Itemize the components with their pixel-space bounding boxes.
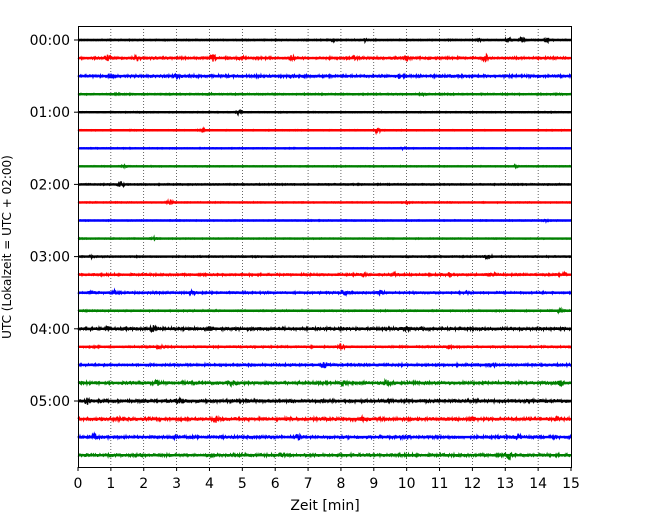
x-tick-label: 15 — [562, 476, 580, 492]
plot-frame — [78, 26, 572, 468]
x-tick-label: 6 — [271, 476, 280, 492]
x-tick-label: 7 — [304, 476, 313, 492]
y-tick-label: 01:00 — [30, 105, 70, 121]
x-tick-label: 13 — [496, 476, 514, 492]
x-tick-label: 9 — [369, 476, 378, 492]
trace-rows — [77, 36, 572, 461]
x-tick-label: 14 — [529, 476, 547, 492]
y-axis-ticks: 00:00 01:00 02:00 03:00 04:00 05:00 — [30, 33, 78, 410]
y-axis-label: UTC (Lokalzeit = UTC + 02:00) — [0, 155, 14, 339]
x-tick-label: 1 — [106, 476, 115, 492]
y-tick-label: 03:00 — [30, 250, 70, 266]
x-tick-label: 4 — [205, 476, 214, 492]
y-tick-label: 04:00 — [30, 322, 70, 338]
x-tick-label: 3 — [172, 476, 181, 492]
x-tick-label: 10 — [398, 476, 416, 492]
x-tick-label: 5 — [238, 476, 247, 492]
y-tick-label: 00:00 — [30, 33, 70, 49]
y-tick-label: 05:00 — [30, 394, 70, 410]
x-tick-label: 2 — [139, 476, 148, 492]
x-tick-label: 12 — [463, 476, 481, 492]
x-axis-ticks: 0 1 2 3 4 5 6 7 8 9 10 11 12 13 14 15 — [74, 467, 580, 492]
x-tick-label: 0 — [74, 476, 83, 492]
x-axis-label: Zeit [min] — [290, 498, 359, 514]
x-tick-label: 11 — [431, 476, 449, 492]
x-tick-label: 8 — [336, 476, 345, 492]
y-tick-label: 02:00 — [30, 177, 70, 193]
